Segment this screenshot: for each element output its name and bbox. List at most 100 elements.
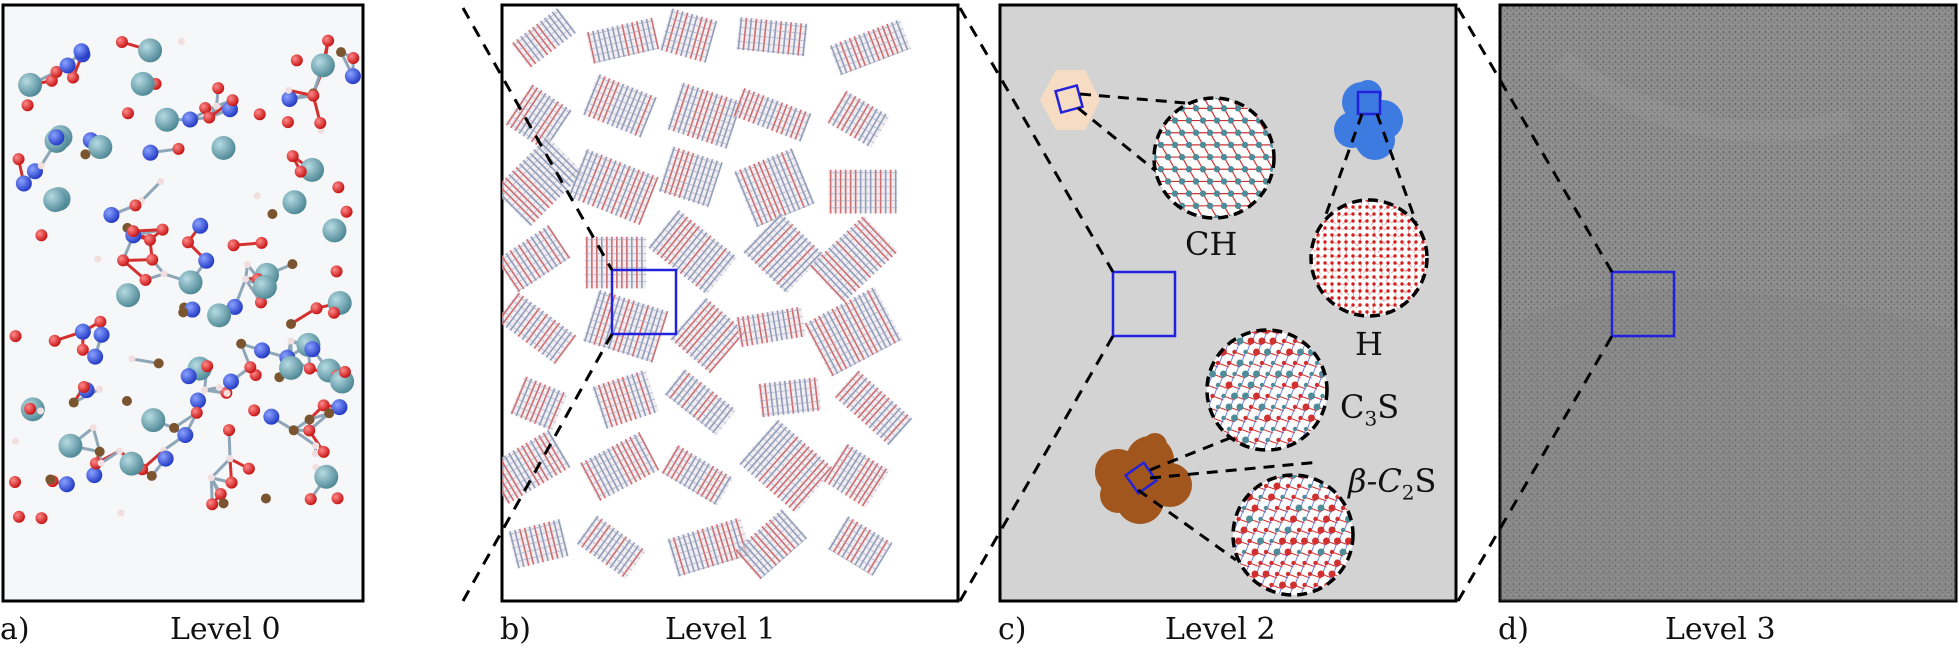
atom	[304, 414, 315, 425]
crystal-aggregates	[502, 7, 913, 580]
atom	[226, 94, 239, 107]
atom	[146, 470, 157, 481]
crystal	[822, 443, 890, 509]
crystal	[502, 291, 577, 365]
atom	[141, 408, 166, 433]
crystal	[502, 136, 585, 227]
atom	[331, 399, 348, 416]
crystal	[508, 519, 569, 569]
magnify-lines	[1077, 92, 1418, 562]
c2s-label-tail: S	[1414, 462, 1437, 500]
lattice-atom	[1255, 141, 1263, 149]
atom	[338, 365, 351, 378]
atom	[336, 47, 347, 58]
atom	[172, 142, 185, 155]
crystal	[591, 369, 660, 430]
lattice-atom	[1178, 129, 1186, 136]
atom	[303, 424, 316, 437]
atom	[206, 498, 219, 511]
atom	[324, 408, 335, 419]
crystal	[827, 515, 893, 576]
panel-d-letter: d)	[1498, 612, 1529, 647]
atom	[24, 402, 37, 415]
lattice-atom	[1262, 129, 1270, 136]
atom	[248, 404, 261, 417]
atom	[281, 90, 298, 107]
atom	[244, 361, 257, 374]
atom	[43, 188, 68, 213]
atom	[254, 342, 271, 359]
c2s-label-subscript: 2	[1401, 480, 1415, 505]
crystal	[647, 209, 738, 295]
atom	[267, 208, 278, 219]
atom	[253, 192, 261, 200]
lattice-atom	[1171, 141, 1179, 149]
crystal	[585, 17, 660, 64]
level0-panel	[1, 3, 365, 603]
atom	[344, 68, 361, 85]
atom	[304, 493, 317, 506]
crystal	[834, 369, 913, 446]
atom	[254, 296, 267, 309]
c2s-zoom-box	[1123, 460, 1159, 496]
atom	[103, 206, 120, 223]
atom	[169, 422, 180, 433]
atom	[129, 199, 142, 212]
atom	[287, 337, 295, 345]
ch-label: CH	[1185, 225, 1238, 263]
lattice-atom	[1157, 166, 1165, 173]
atom	[178, 307, 189, 318]
lattice-atom	[1241, 190, 1249, 197]
c2s-zoom-circle	[1231, 473, 1355, 597]
atom	[227, 239, 240, 252]
crystal	[579, 431, 660, 502]
crystal	[735, 306, 806, 348]
atom	[207, 303, 232, 328]
atom	[281, 116, 294, 129]
molecular-structure	[9, 34, 361, 525]
atom	[95, 385, 103, 393]
atom	[212, 82, 225, 95]
lattice-atom	[1192, 153, 1200, 161]
bond	[140, 180, 162, 203]
zoom-connector-lines	[461, 7, 1614, 602]
atom	[331, 492, 344, 505]
lattice-atom	[1248, 129, 1256, 136]
atom	[59, 57, 76, 74]
atom	[201, 360, 214, 373]
lattice-atom	[1227, 166, 1235, 173]
atom	[190, 406, 203, 419]
atom	[310, 53, 335, 78]
h-zoom-circle	[1309, 198, 1429, 318]
atom	[177, 427, 194, 444]
level2-zoom-box	[1111, 270, 1177, 338]
panel-a-letter: a)	[0, 612, 30, 647]
atom	[130, 71, 155, 96]
crystal	[660, 444, 734, 506]
lattice-atom	[1220, 105, 1228, 112]
panel-d-level: Level 3	[1665, 612, 1776, 647]
lattice-atom	[1262, 178, 1270, 185]
atom	[77, 381, 90, 394]
atom	[94, 255, 102, 263]
atom	[73, 43, 90, 60]
c3s-label-tail: S	[1377, 388, 1400, 426]
atom	[311, 449, 319, 457]
atom	[138, 38, 163, 63]
atom	[201, 386, 209, 394]
crystal	[584, 236, 647, 289]
atom	[223, 389, 231, 397]
atom	[226, 455, 234, 463]
lattice-atom	[1171, 190, 1179, 197]
crystal	[757, 377, 822, 418]
crystal	[809, 215, 898, 303]
atom	[255, 236, 268, 249]
lattice-atom	[1185, 190, 1193, 197]
atom	[94, 315, 107, 328]
atom	[213, 102, 221, 110]
lattice-atom	[1234, 153, 1242, 161]
lattice-atom	[1255, 166, 1263, 173]
crystal	[664, 368, 737, 436]
lattice-atom	[1199, 190, 1207, 197]
c3s-label-subscript: 3	[1364, 406, 1378, 431]
